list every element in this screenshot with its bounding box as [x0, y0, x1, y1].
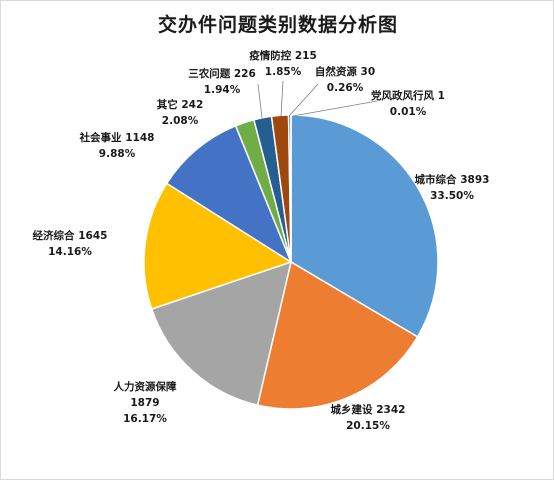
- data-label-text: 三农问题 226: [188, 67, 256, 80]
- data-label-text: 1.94%: [204, 84, 241, 96]
- data-label-text: 其它 242: [157, 98, 204, 111]
- leader-line-8: [280, 80, 284, 117]
- leader-line-9: [288, 83, 319, 117]
- data-label-text: 社会事业 1148: [79, 131, 155, 144]
- chart-title: 交办件问题类别数据分析图: [157, 14, 398, 36]
- pie-slice-1: [290, 114, 439, 338]
- data-label-text: 20.15%: [346, 420, 390, 432]
- data-label-text: 2.08%: [162, 115, 199, 127]
- data-label-text: 城市综合 3893: [415, 173, 490, 186]
- leader-line-10: [292, 100, 378, 117]
- data-label-1: 城市综合 3893 33.50%: [415, 173, 490, 202]
- data-label-text: 人力资源保障: [114, 380, 177, 393]
- data-label-text: 经济综合 1645: [33, 229, 108, 242]
- data-label-3: 人力资源保障 1879 16.17%: [114, 380, 177, 425]
- data-label-text: 城乡建设 2342: [331, 403, 406, 416]
- data-label-6: 其它 242 2.08%: [157, 98, 204, 127]
- pie-slice-5: [165, 124, 293, 264]
- data-label-text: 自然资源 30: [315, 65, 375, 78]
- pie-slice-4: [143, 182, 293, 310]
- data-label-7: 三农问题 226 1.94%: [188, 67, 256, 96]
- data-label-text: 14.16%: [48, 246, 92, 258]
- data-label-text: 33.50%: [430, 190, 474, 202]
- data-label-8: 疫情防控 215 1.85%: [249, 49, 317, 78]
- leader-line-7: [257, 83, 263, 119]
- pie-slice-2: [256, 260, 419, 410]
- data-label-text: 1879: [130, 397, 159, 409]
- data-label-4: 经济综合 1645 14.16%: [33, 229, 108, 258]
- data-label-text: 0.26%: [327, 82, 364, 94]
- data-label-5: 社会事业 1148 9.88%: [79, 131, 155, 160]
- data-label-text: 0.01%: [390, 106, 427, 118]
- data-label-2: 城乡建设 2342 20.15%: [331, 403, 406, 432]
- data-label-text: 疫情防控 215: [249, 49, 317, 62]
- data-label-text: 16.17%: [123, 413, 167, 425]
- data-label-text: 党风政风行风 1: [371, 89, 445, 102]
- data-label-10: 党风政风行风 1 0.01%: [371, 89, 445, 118]
- data-label-text: 9.88%: [99, 148, 136, 160]
- data-label-text: 1.85%: [265, 66, 302, 78]
- data-label-9: 自然资源 30 0.26%: [315, 65, 375, 94]
